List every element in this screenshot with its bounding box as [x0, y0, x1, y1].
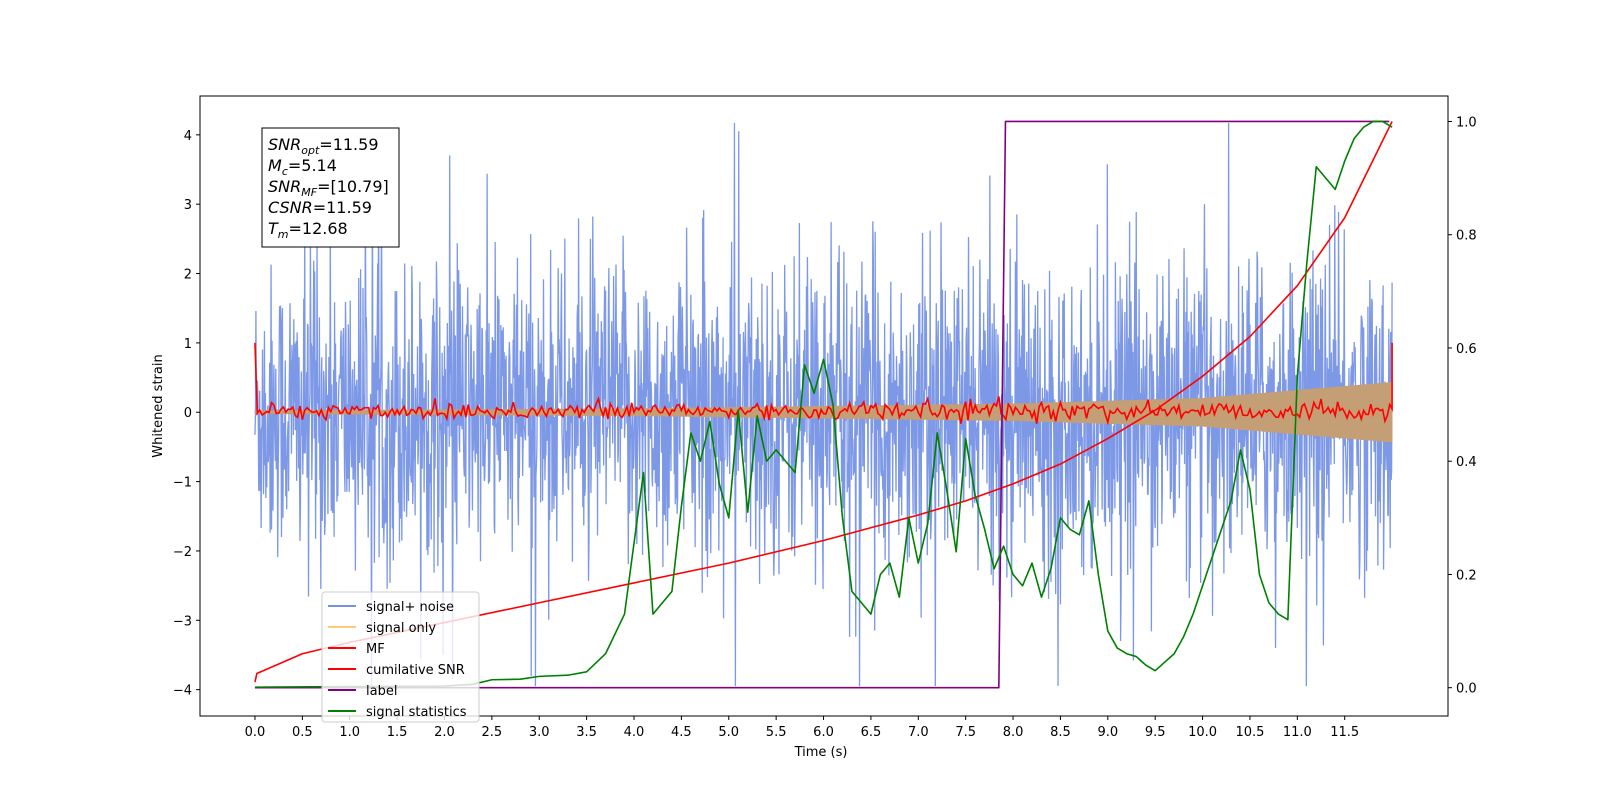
y2-tick-label: 0.4	[1456, 455, 1477, 470]
annotation-line: Mc=5.14	[268, 156, 337, 178]
x-tick-label: 10.5	[1235, 725, 1264, 740]
x-tick-label: 9.5	[1145, 725, 1166, 740]
y-tick-label: 4	[184, 129, 192, 144]
x-tick-label: 8.0	[1003, 725, 1024, 740]
x-tick-label: 8.5	[1050, 725, 1071, 740]
annotation-line: SNRMF=[10.79]	[268, 177, 389, 199]
x-tick-label: 11.0	[1283, 725, 1312, 740]
y-axis-label: Whitened strain	[151, 354, 166, 457]
y-tick-label: 0	[184, 406, 192, 421]
x-tick-label: 9.0	[1097, 725, 1118, 740]
x-tick-label: 0.0	[245, 725, 266, 740]
series-signal-noise	[254, 123, 1393, 687]
x-tick-label: 5.5	[766, 725, 787, 740]
x-tick-label: 4.0	[624, 725, 645, 740]
annotation-line: CSNR=11.59	[268, 198, 372, 217]
y2-tick-label: 0.0	[1456, 682, 1477, 697]
y2-tick-label: 0.8	[1456, 229, 1477, 244]
y-tick-label: 2	[184, 268, 192, 283]
x-tick-label: 6.0	[813, 725, 834, 740]
legend-label: signal only	[366, 621, 436, 636]
y-axis-right: 1.0 0.8 0.6 0.4 0.2 0.0	[1448, 115, 1477, 697]
x-tick-label: 0.5	[292, 725, 313, 740]
x-axis: 0.0 0.5 1.0 1.5 2.0 2.5 3.0 3.5 4.0 4.5 5.0 5.5 6.0 6…	[245, 716, 1359, 740]
legend-label: signal statistics	[366, 705, 467, 720]
series-label	[254, 120, 1390, 689]
x-axis-label: Time (s)	[794, 745, 848, 760]
annotation-line: Tm=12.68	[268, 219, 348, 241]
y2-tick-label: 0.2	[1456, 568, 1477, 583]
y2-tick-label: 0.6	[1456, 342, 1477, 357]
legend-label: label	[366, 684, 397, 699]
legend-label: signal+ noise	[366, 600, 454, 615]
annotation-box: SNRopt=11.59Mc=5.14SNRMF=[10.79]CSNR=11.…	[261, 127, 400, 248]
x-tick-label: 3.0	[529, 725, 550, 740]
y-tick-label: −2	[173, 545, 192, 560]
y-tick-label: −1	[173, 476, 192, 491]
x-tick-label: 1.5	[387, 725, 408, 740]
legend-label: MF	[366, 642, 385, 657]
y-tick-label: −3	[173, 614, 192, 629]
series-signal-statistics	[254, 120, 1393, 688]
y-tick-label: 1	[184, 337, 192, 352]
x-tick-label: 4.5	[671, 725, 692, 740]
x-tick-label: 10.0	[1188, 725, 1217, 740]
annotation-line: SNRopt=11.59	[268, 135, 379, 157]
x-tick-label: 11.5	[1330, 725, 1359, 740]
x-tick-label: 1.0	[339, 725, 360, 740]
y2-tick-label: 1.0	[1456, 115, 1477, 130]
y-tick-label: 3	[184, 198, 192, 213]
x-tick-label: 7.0	[908, 725, 929, 740]
legend: signal+ noise signal only MF cumilative SNR…	[321, 591, 480, 723]
x-tick-label: 3.5	[576, 725, 597, 740]
x-tick-label: 7.5	[955, 725, 976, 740]
x-tick-label: 5.0	[718, 725, 739, 740]
x-tick-label: 2.5	[482, 725, 503, 740]
y-tick-label: −4	[173, 684, 192, 699]
x-tick-label: 2.0	[434, 725, 455, 740]
series-mf	[254, 342, 1393, 426]
legend-label: cumilative SNR	[366, 663, 465, 678]
y-axis-left: 4 3 2 1 0 −1 −2 −3 −4	[173, 129, 200, 699]
x-tick-label: 6.5	[861, 725, 882, 740]
